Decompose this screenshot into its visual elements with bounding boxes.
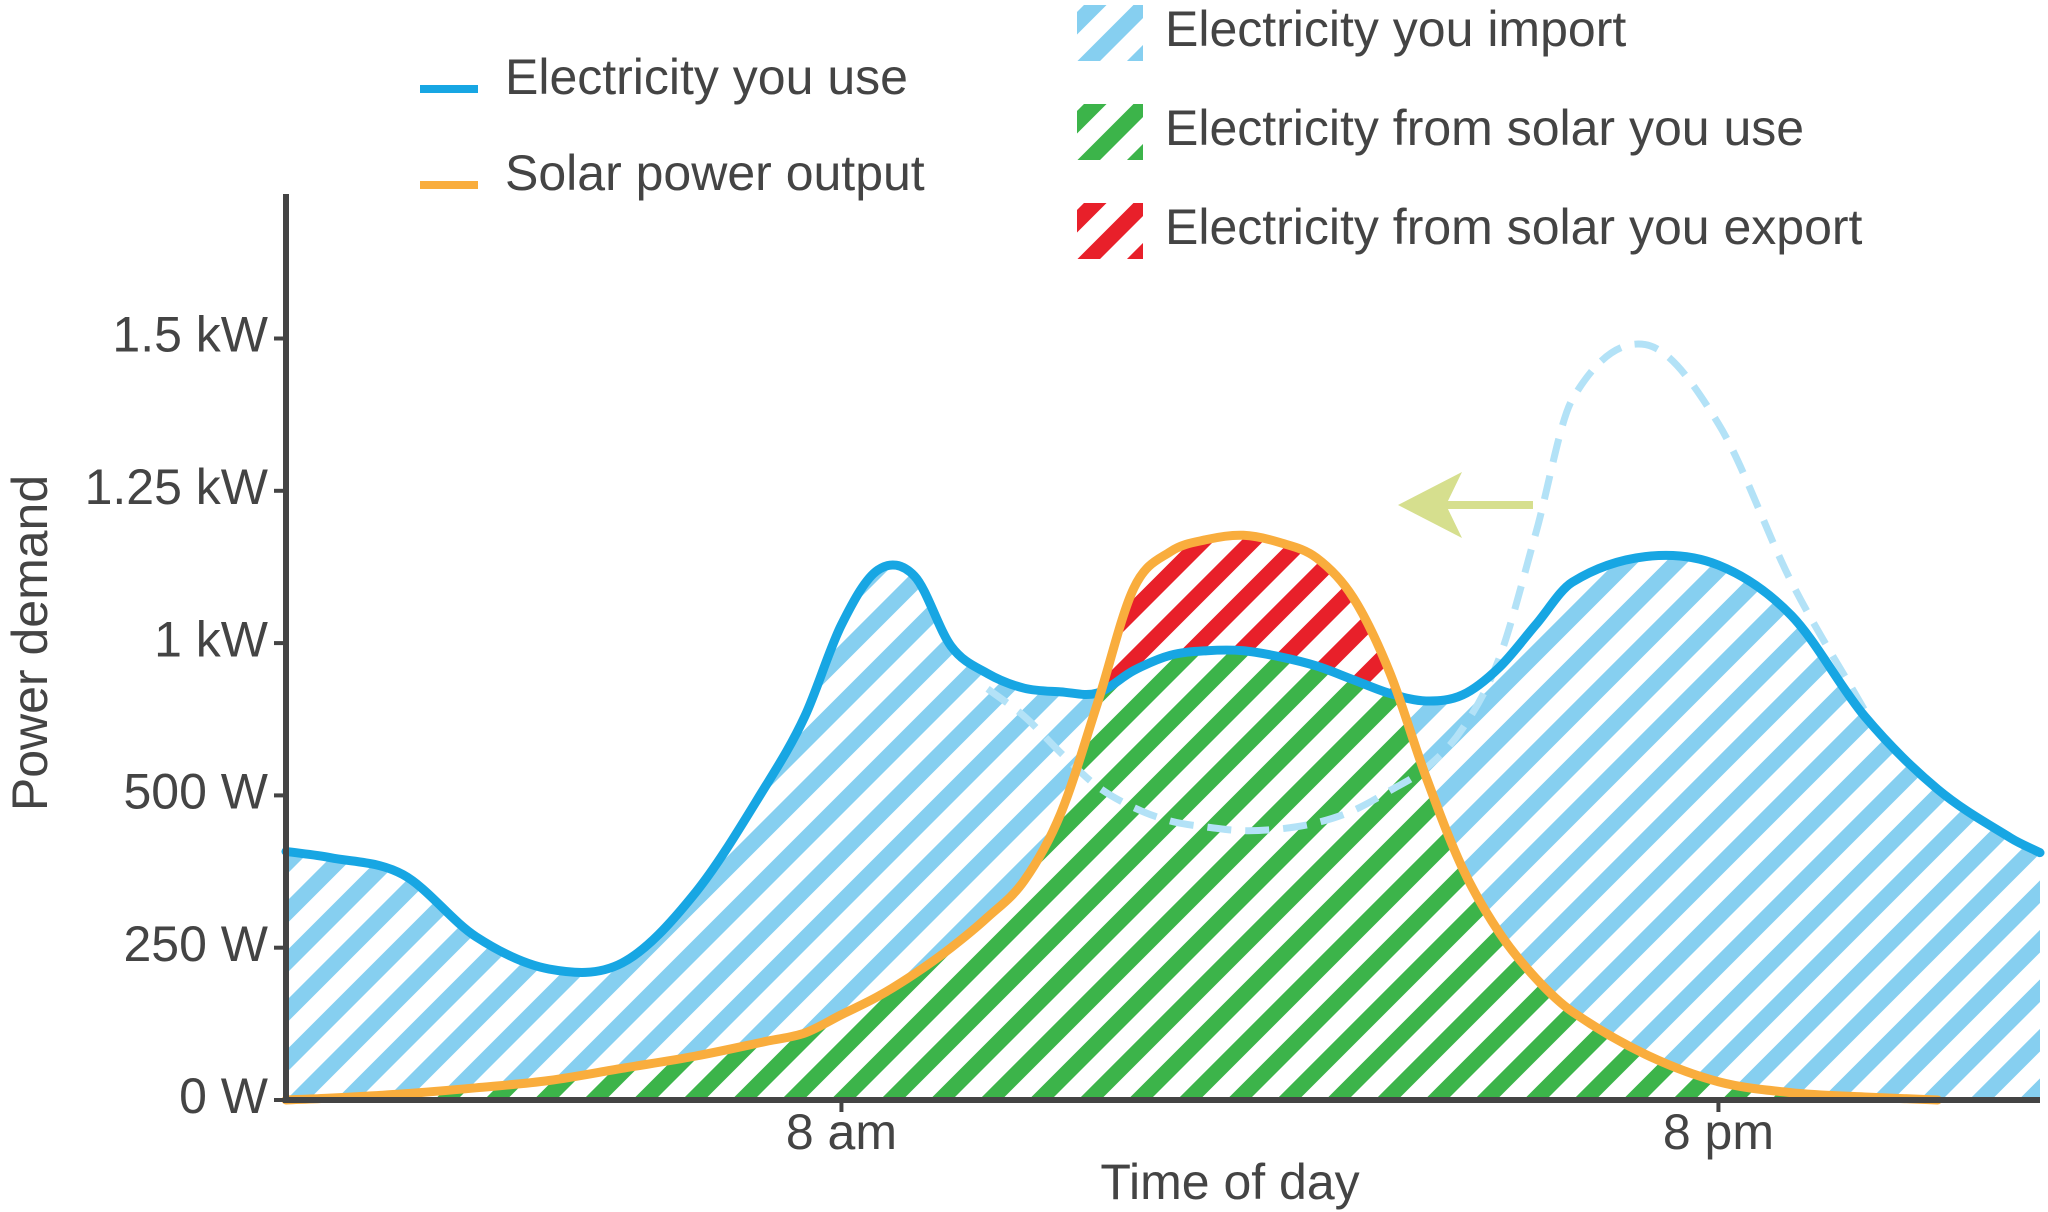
legend-label: Solar power output	[505, 145, 925, 201]
lines	[281, 340, 2045, 1105]
legend-swatch	[1077, 203, 1143, 259]
y-tick-label: 1.25 kW	[85, 459, 269, 515]
y-tick-label: 1 kW	[154, 611, 269, 667]
import-area	[286, 555, 2040, 1101]
y-axis-label: Power demand	[2, 475, 58, 811]
legend: Electricity you use Solar power output Ele…	[420, 1, 1863, 259]
legend-label: Electricity from solar you export	[1165, 199, 1863, 255]
ticks: 0 W 250 W 500 W 1 kW 1.25 kW 1.5 kW 8 am 8 pm	[85, 307, 1774, 1161]
legend-label: Electricity you import	[1165, 1, 1626, 57]
x-axis-label: Time of day	[1100, 1154, 1359, 1210]
legend-label: Electricity you use	[505, 49, 908, 105]
y-tick-label: 0 W	[179, 1068, 269, 1124]
y-tick-label: 1.5 kW	[112, 307, 268, 363]
legend-swatch	[1077, 5, 1143, 61]
line	[281, 550, 2045, 977]
y-tick-label: 500 W	[123, 764, 268, 820]
legend-swatch	[1077, 104, 1143, 160]
shift-arrow-head	[1398, 472, 1462, 538]
x-tick-label: 8 am	[786, 1104, 897, 1160]
solar-used-area	[286, 650, 2040, 1101]
hatched-areas	[286, 535, 2040, 1101]
legend-label: Electricity from solar you use	[1165, 100, 1804, 156]
line	[281, 530, 1943, 1105]
x-tick-label: 8 pm	[1663, 1104, 1774, 1160]
y-tick-label: 250 W	[123, 916, 268, 972]
solar-export-area	[286, 535, 2040, 1101]
dashed-line	[985, 340, 1868, 835]
